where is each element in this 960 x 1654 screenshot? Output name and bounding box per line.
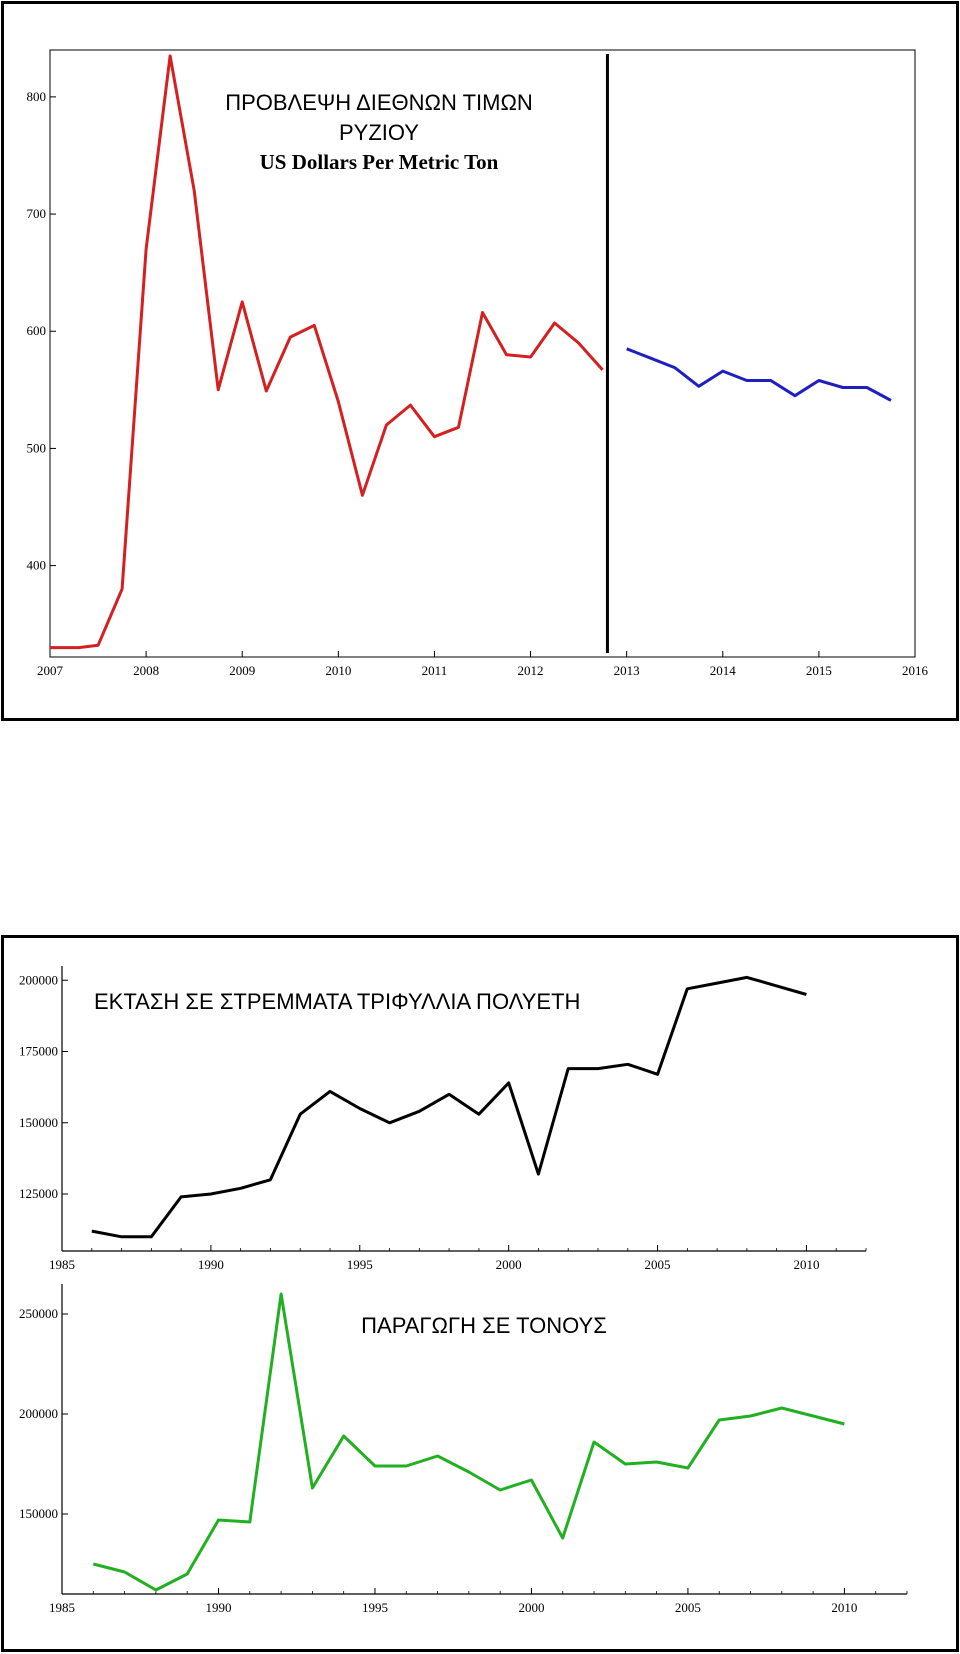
x-tick-label: 2011 (422, 663, 448, 678)
plot-frame (49, 49, 916, 658)
series-line-0 (92, 1292, 845, 1592)
x-tick-label: 2014 (710, 663, 737, 678)
rice-price-chart: ΠΡΟΒΛΕΨΗ ΔΙΕΘΝΩΝ ΤΙΜΩΝ ΡΥΖΙΟΥ US Dollars… (27, 49, 929, 678)
x-tick-label: 2005 (645, 1257, 671, 1272)
clover-area-production-panel: ΕΚΤΑΣΗ ΣΕ ΣΤΡΕΜΜΑΤΑ ΤΡΙΦΥΛΛΙΑ ΠΟΛΥΕΤΗ 19… (1, 935, 959, 1652)
x-tick-label: 2010 (831, 1600, 857, 1615)
y-tick-label: 175000 (19, 1044, 58, 1059)
y-tick-label: 400 (27, 558, 47, 573)
clover-area-chart: ΕΚΤΑΣΗ ΣΕ ΣΤΡΕΜΜΑΤΑ ΤΡΙΦΥΛΛΙΑ ΠΟΛΥΕΤΗ 19… (19, 966, 867, 1272)
x-tick-label: 1985 (49, 1600, 75, 1615)
rice-price-forecast-panel: ΠΡΟΒΛΕΨΗ ΔΙΕΘΝΩΝ ΤΙΜΩΝ ΡΥΖΙΟΥ US Dollars… (1, 1, 959, 721)
x-tick-label: 2005 (675, 1600, 701, 1615)
chart-title: ΠΑΡΑΓΩΓΗ ΣΕ ΤΟΝΟΥΣ (361, 1313, 607, 1338)
chart-title-line2: ΡΥΖΙΟΥ (339, 120, 419, 145)
y-tick-label: 200000 (19, 972, 58, 987)
x-tick-label: 2015 (806, 663, 832, 678)
series-line-1 (626, 347, 892, 402)
production-chart: ΠΑΡΑΓΩΓΗ ΣΕ ΤΟΝΟΥΣ 1985 1990 1995 2000 2005 2… (19, 1284, 908, 1615)
y-tick-label: 500 (27, 440, 47, 455)
y-tick-label: 700 (27, 206, 47, 221)
series-line-0 (91, 975, 807, 1239)
x-tick-label: 2012 (518, 663, 544, 678)
y-tick-label: 150000 (19, 1506, 58, 1521)
x-tick-label: 2016 (902, 663, 929, 678)
y-tick-label: 150000 (19, 1115, 58, 1130)
y-tick-label: 200000 (19, 1406, 58, 1421)
x-tick-label: 2000 (496, 1257, 522, 1272)
y-tick-label: 800 (27, 89, 47, 104)
chart-title: ΕΚΤΑΣΗ ΣΕ ΣΤΡΕΜΜΑΤΑ ΤΡΙΦΥΛΛΙΑ ΠΟΛΥΕΤΗ (94, 989, 580, 1014)
x-tick-label: 2008 (133, 663, 159, 678)
x-tick-label: 2000 (518, 1600, 544, 1615)
chart-subtitle: US Dollars Per Metric Ton (260, 150, 499, 174)
x-tick-label: 1995 (347, 1257, 373, 1272)
x-tick-label: 1985 (49, 1257, 75, 1272)
x-tick-label: 2009 (229, 663, 255, 678)
x-tick-label: 1990 (205, 1600, 231, 1615)
chart-title: ΠΡΟΒΛΕΨΗ ΔΙΕΘΝΩΝ ΤΙΜΩΝ (225, 90, 533, 115)
y-tick-label: 250000 (19, 1306, 58, 1321)
series-line-0 (50, 54, 604, 650)
x-tick-label: 2010 (793, 1257, 819, 1272)
x-tick-label: 2010 (325, 663, 351, 678)
x-tick-label: 2013 (614, 663, 640, 678)
x-tick-label: 2007 (37, 663, 64, 678)
x-tick-label: 1995 (362, 1600, 388, 1615)
y-tick-label: 125000 (19, 1186, 58, 1201)
y-tick-label: 600 (27, 323, 47, 338)
x-tick-label: 1990 (198, 1257, 224, 1272)
